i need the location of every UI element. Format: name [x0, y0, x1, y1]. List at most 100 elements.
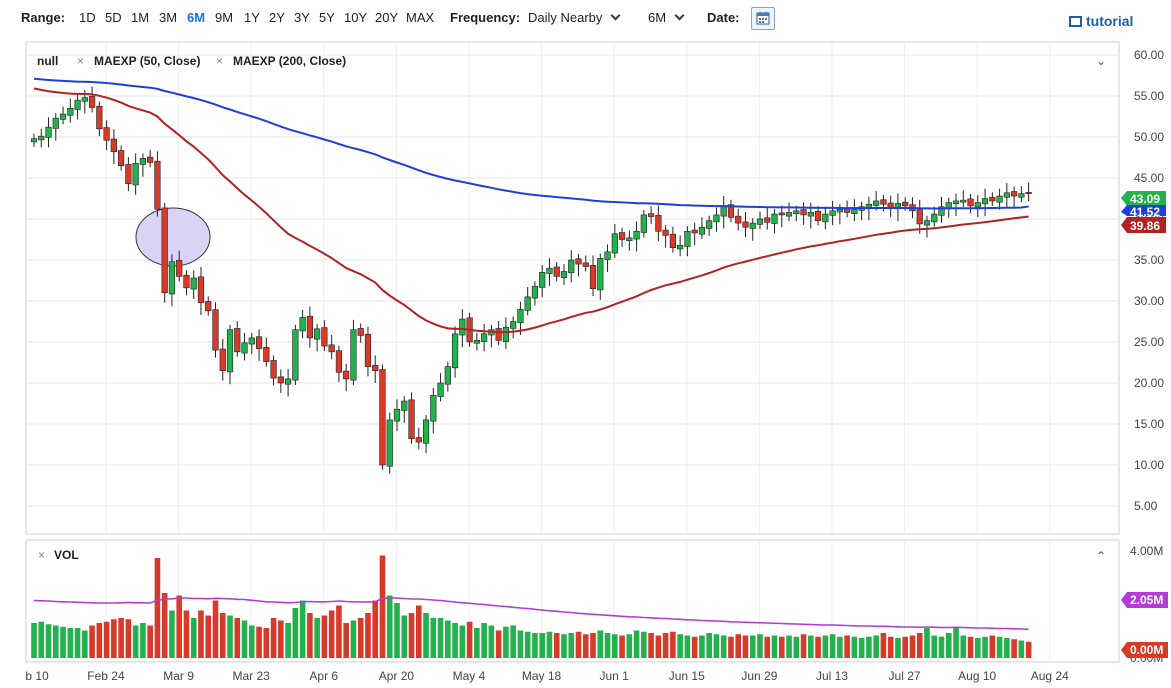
volume-bar	[278, 620, 284, 658]
volume-bar	[488, 625, 495, 658]
volume-bar	[539, 633, 545, 658]
candle-body	[568, 259, 575, 274]
volume-bar	[60, 626, 66, 658]
candle-body	[226, 329, 234, 373]
collapse-chevron-icon[interactable]: ⌄	[1096, 54, 1106, 68]
candle-body	[248, 337, 255, 345]
candle-body	[923, 220, 931, 226]
date-tick-label: Mar 9	[163, 669, 194, 683]
remove-ma50-icon[interactable]: ×	[77, 54, 84, 68]
candle-body	[103, 127, 110, 141]
volume-bar	[575, 631, 582, 658]
volume-bar	[1004, 638, 1010, 658]
range-6m[interactable]: 6M	[187, 10, 206, 25]
volume-bar	[1025, 641, 1032, 658]
date-tick-label: Apr 6	[309, 669, 338, 683]
candle-body	[996, 195, 1003, 203]
volume-bar	[437, 618, 444, 658]
price-tick-label: 15.00	[1134, 417, 1164, 431]
period-select[interactable]: 6M	[648, 10, 685, 25]
frequency-select[interactable]: Daily Nearby	[528, 10, 621, 25]
volume-bar	[169, 610, 175, 658]
volume-bar	[466, 621, 473, 658]
volume-bar	[735, 634, 742, 658]
candle-body	[662, 229, 669, 236]
tutorial-link[interactable]: tutorial	[1069, 13, 1133, 29]
time-axis: b 10 Feb 24 Mar 9 Mar 23 Apr 6 Apr 20 May 4 May…	[25, 669, 1069, 683]
volume-bar	[452, 623, 458, 658]
ma200-line	[33, 77, 1029, 210]
range-1m[interactable]: 1M	[131, 10, 150, 25]
candle-body	[205, 301, 212, 312]
range-max[interactable]: MAX	[406, 10, 435, 25]
remove-vol-icon[interactable]: ×	[38, 548, 45, 562]
range-1d[interactable]: 1D	[79, 10, 96, 25]
range-10y[interactable]: 10Y	[344, 10, 368, 25]
candle-body	[517, 308, 524, 324]
candle-body	[539, 272, 546, 288]
chevron-down-icon	[674, 10, 685, 21]
remove-ma200-icon[interactable]: ×	[216, 54, 223, 68]
range-2y[interactable]: 2Y	[269, 10, 285, 25]
volume-tick-label: 4.00M	[1130, 544, 1163, 558]
volume-bar	[161, 593, 168, 658]
volume-bar	[103, 621, 110, 658]
candle-body	[30, 138, 38, 143]
candle-body	[132, 162, 139, 186]
candle-body	[401, 400, 408, 411]
volume-bar	[176, 595, 182, 658]
date-tick-label: May 4	[453, 669, 486, 683]
candle-body	[582, 262, 589, 267]
candle-body	[771, 213, 778, 224]
candle-body	[749, 222, 756, 229]
volume-bar	[546, 631, 553, 658]
volume-bar	[677, 634, 683, 658]
volume-bar	[234, 618, 241, 658]
date-tick-label: Jun 15	[669, 669, 705, 683]
price-chart[interactable]: null × MAEXP (50, Close) × MAEXP (200, C…	[0, 36, 1171, 688]
candle-body	[822, 213, 829, 223]
candle-body	[350, 329, 357, 381]
volume-bar	[52, 625, 59, 658]
range-9m[interactable]: 9M	[215, 10, 234, 25]
candle-body	[698, 226, 706, 235]
expand-chevron-icon[interactable]: ⌃	[1096, 549, 1106, 563]
volume-bar	[967, 636, 974, 658]
volume-bar	[495, 630, 502, 658]
volma-badge-label: 2.05M	[1130, 593, 1163, 607]
candle-body	[110, 138, 117, 153]
volume-bar	[670, 631, 676, 658]
candle-body	[335, 350, 343, 373]
candle-body	[437, 382, 444, 397]
candle-body	[190, 277, 197, 290]
candle-body	[952, 200, 960, 205]
volume-bar	[510, 625, 516, 658]
volume-bar	[720, 635, 727, 658]
range-5y[interactable]: 5Y	[319, 10, 335, 25]
calendar-button[interactable]	[751, 7, 775, 30]
volume-bar	[67, 628, 74, 658]
candle-body	[277, 376, 284, 384]
volume-bar	[619, 635, 625, 658]
volume-bar	[314, 618, 320, 658]
volume-bar	[873, 635, 879, 658]
volume-bar	[800, 634, 807, 658]
candle-body	[938, 206, 945, 216]
range-3y[interactable]: 3Y	[294, 10, 310, 25]
volume-bar	[815, 636, 821, 658]
candle-body	[626, 237, 633, 242]
book-icon	[1069, 16, 1082, 27]
volume-bar	[74, 628, 81, 658]
volume-bar	[851, 636, 858, 658]
candle-body	[720, 205, 727, 217]
candle-body	[764, 217, 771, 223]
candle-body	[234, 328, 241, 353]
candle-body	[314, 328, 321, 340]
range-3m[interactable]: 3M	[159, 10, 178, 25]
range-1y[interactable]: 1Y	[244, 10, 260, 25]
range-5d[interactable]: 5D	[105, 10, 122, 25]
range-20y[interactable]: 20Y	[375, 10, 399, 25]
candle-body	[735, 215, 742, 224]
volume-bar	[343, 623, 349, 658]
candle-body	[343, 370, 350, 380]
